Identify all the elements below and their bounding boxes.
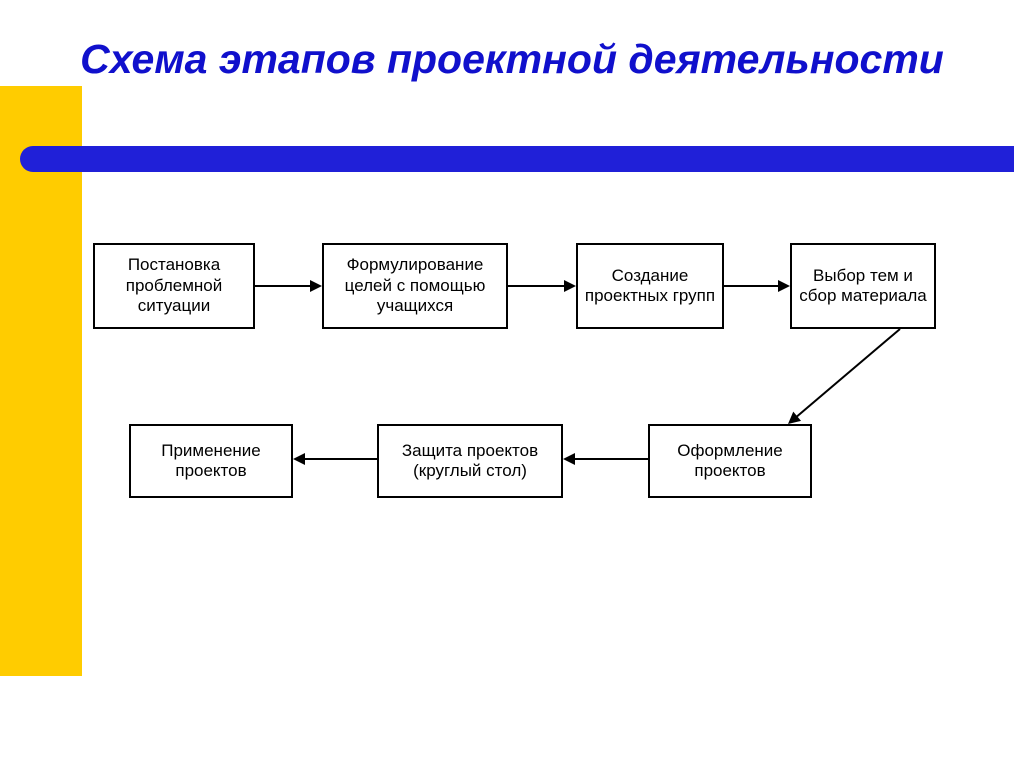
flow-edge (255, 285, 310, 287)
flow-node: Формулирование целей с помощью учащихся (322, 243, 508, 329)
arrow-head-icon (778, 280, 790, 292)
arrow-head-icon (310, 280, 322, 292)
flow-node: Постановка проблемной ситуации (93, 243, 255, 329)
flow-edge (724, 285, 778, 287)
arrow-head-icon (563, 453, 575, 465)
flow-node: Применение проектов (129, 424, 293, 498)
flow-node: Защита проектов (круглый стол) (377, 424, 563, 498)
arrow-head-icon (293, 453, 305, 465)
flow-node: Оформление проектов (648, 424, 812, 498)
flow-edge (797, 328, 901, 417)
flow-node: Выбор тем и сбор материала (790, 243, 936, 329)
flow-edge (305, 458, 377, 460)
flow-edge (575, 458, 648, 460)
arrow-head-icon (564, 280, 576, 292)
flowchart: Постановка проблемной ситуации Формулиров… (0, 0, 1024, 767)
flow-edge (508, 285, 564, 287)
flow-node: Создание проектных групп (576, 243, 724, 329)
